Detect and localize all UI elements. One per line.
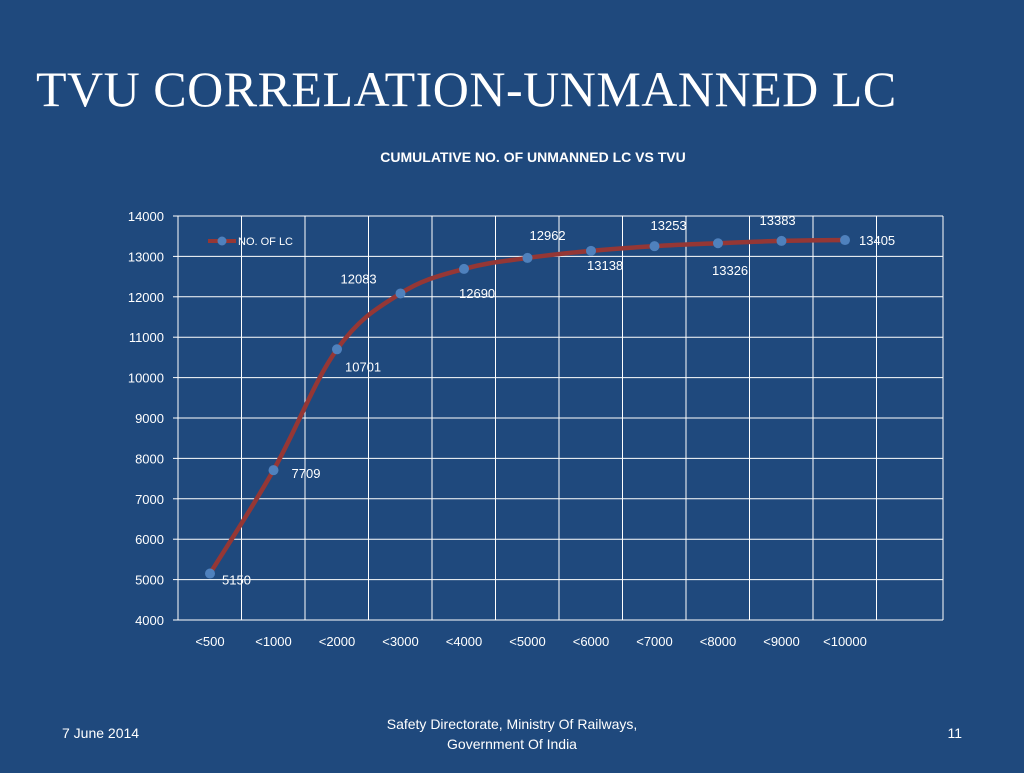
x-tick-label: <8000 [700,634,737,649]
x-tick-label: <1000 [255,634,292,649]
x-tick-label: <5000 [509,634,546,649]
x-tick-label: <10000 [823,634,867,649]
x-tick-label: <500 [195,634,224,649]
label-layer: 5150 7709 10701 12083 12690 12962 13138 13253 13… [222,213,895,588]
y-tick-label: 5000 [135,573,164,588]
x-tick-label: <9000 [763,634,800,649]
data-label: 13383 [760,213,796,228]
data-label: 13138 [587,258,623,273]
legend-marker-swatch [217,236,227,246]
footer-organization: Safety Directorate, Ministry Of Railways… [362,714,662,754]
footer-org-line-2: Government Of India [447,736,577,752]
data-point [586,245,596,256]
data-point [522,252,533,263]
data-point [268,465,279,476]
footer-date: 7 June 2014 [62,725,140,741]
grid-layer [177,215,944,621]
slide-title: TVU CORRELATION-UNMANNED LC [36,61,897,117]
y-tick-label: 7000 [135,492,164,507]
y-tick-label: 9000 [135,411,164,426]
y-tick-label: 10000 [128,371,164,386]
data-label: 5150 [222,573,251,588]
data-label: 13253 [651,218,687,233]
data-point [649,241,660,252]
x-tick-label: <7000 [636,634,673,649]
data-point [459,263,469,274]
y-tick-label: 13000 [128,249,164,264]
data-point [776,235,787,246]
data-point [713,238,723,249]
data-point [840,235,850,246]
data-label: 10701 [345,359,381,374]
x-tick-label: <2000 [319,634,356,649]
footer-org-line-1: Safety Directorate, Ministry Of Railways… [386,716,638,732]
x-tick-label: <3000 [382,634,419,649]
data-label: 12083 [341,271,377,286]
chart-title: CUMULATIVE NO. OF UNMANNED LC VS TVU [380,149,685,165]
page-number: 11 [947,725,962,741]
data-label: 13405 [859,233,895,248]
y-tick-label: 6000 [135,532,164,547]
y-tick-label: 11000 [129,330,164,345]
data-point [205,568,215,579]
data-label: 12962 [530,228,566,243]
x-tick-label: <6000 [573,634,610,649]
y-tick-label: 12000 [128,290,164,305]
data-point [332,344,342,355]
series-layer [205,235,850,579]
data-label: 7709 [292,466,321,481]
y-tick-label: 4000 [135,613,164,628]
legend: NO. OF LC [208,236,293,248]
x-tick-label: <4000 [446,634,483,649]
data-point [395,288,406,299]
data-label: 13326 [712,263,748,278]
y-tick-label: 8000 [135,451,164,466]
legend-label: NO. OF LC [238,236,293,248]
y-tick-label: 14000 [128,209,164,224]
axis-layer: 4000 5000 6000 7000 8000 9000 10000 11000 12000 1… [128,209,943,649]
data-label: 12690 [459,286,495,301]
